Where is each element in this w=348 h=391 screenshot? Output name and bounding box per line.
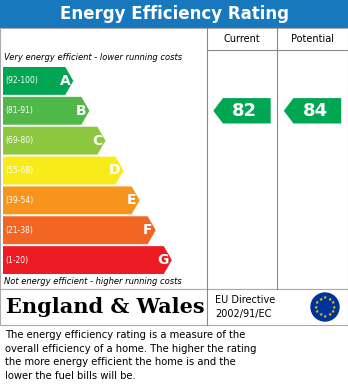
Text: E: E [127,194,137,207]
Text: (1-20): (1-20) [5,256,28,265]
Polygon shape [3,156,124,185]
Text: ★: ★ [332,305,336,310]
Text: G: G [157,253,169,267]
Text: ★: ★ [331,300,335,305]
Text: England & Wales: England & Wales [6,297,205,317]
Polygon shape [284,98,341,124]
Polygon shape [3,187,140,214]
Polygon shape [3,246,172,274]
Polygon shape [3,127,105,154]
Text: EU Directive
2002/91/EC: EU Directive 2002/91/EC [215,295,275,319]
Text: F: F [143,223,153,237]
Text: (69-80): (69-80) [5,136,33,145]
Bar [0,28,348,289]
Text: Potential: Potential [291,34,334,44]
Text: Current: Current [224,34,260,44]
Text: D: D [109,163,120,178]
Text: ★: ★ [327,312,332,317]
Text: Energy Efficiency Rating: Energy Efficiency Rating [60,5,288,23]
Text: Very energy efficient - lower running costs: Very energy efficient - lower running co… [4,52,182,61]
Text: ★: ★ [314,305,318,310]
Text: (92-100): (92-100) [5,76,38,85]
Text: 82: 82 [232,102,257,120]
Circle shape [311,293,339,321]
Text: ★: ★ [323,314,327,319]
Text: A: A [60,74,70,88]
Text: (21-38): (21-38) [5,226,33,235]
Text: C: C [92,134,102,148]
Text: ★: ★ [315,300,319,305]
Text: (55-68): (55-68) [5,166,33,175]
Text: ★: ★ [318,297,323,301]
Bar [0,289,348,325]
Bar [0,0,348,28]
Text: ★: ★ [323,295,327,300]
Text: ★: ★ [315,309,319,314]
Text: 84: 84 [302,102,327,120]
Text: ★: ★ [318,312,323,317]
Polygon shape [213,98,271,124]
Text: B: B [76,104,86,118]
Text: (81-91): (81-91) [5,106,33,115]
Polygon shape [3,67,73,95]
Text: The energy efficiency rating is a measure of the
overall efficiency of a home. T: The energy efficiency rating is a measur… [5,330,256,381]
Text: ★: ★ [327,297,332,301]
Polygon shape [3,216,156,244]
Text: ★: ★ [331,309,335,314]
Text: Not energy efficient - higher running costs: Not energy efficient - higher running co… [4,278,182,287]
Polygon shape [3,97,89,125]
Text: (39-54): (39-54) [5,196,33,205]
